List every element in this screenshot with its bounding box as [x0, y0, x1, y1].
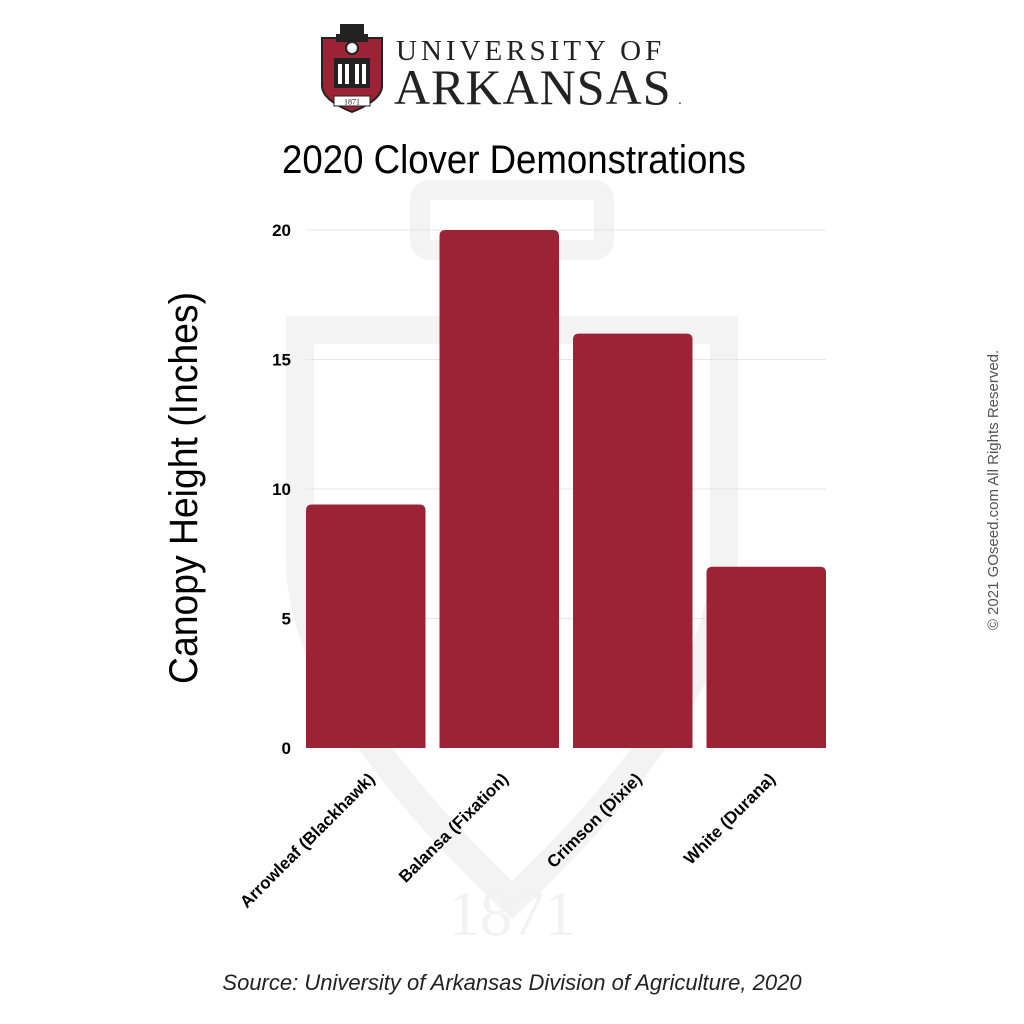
- bar: [306, 504, 426, 748]
- logo-line2-mark: .: [678, 91, 682, 107]
- x-tick-label: Crimson (Dixie): [543, 769, 645, 871]
- seal-year: 1871: [344, 98, 360, 107]
- chart-title: 2020 Clover Demonstrations: [282, 138, 746, 182]
- y-tick-label: 20: [272, 221, 291, 240]
- y-tick-label: 15: [272, 351, 291, 370]
- logo-line1: UNIVERSITY OF: [396, 35, 665, 67]
- bars: [306, 230, 826, 748]
- bar: [706, 566, 826, 748]
- y-axis-ticks: 0 5 10 15 20: [272, 221, 291, 758]
- bar: [573, 333, 693, 748]
- watermark-year: 1871: [448, 878, 576, 949]
- logo-line2: ARKANSAS: [394, 59, 672, 115]
- x-tick-label: White (Durana): [680, 769, 779, 868]
- y-axis-label: Canopy Height (Inches): [162, 292, 206, 684]
- y-tick-label: 10: [272, 480, 291, 499]
- x-tick-label: Arrowleaf (Blackhawk): [236, 769, 378, 911]
- bar: [439, 230, 559, 748]
- y-tick-label: 5: [282, 610, 291, 629]
- source-note: Source: University of Arkansas Division …: [222, 970, 802, 995]
- copyright-notice: © 2021 GOseed.com All Rights Reserved.: [985, 350, 1002, 630]
- university-seal-icon: 1871: [321, 24, 383, 114]
- y-tick-label: 0: [282, 739, 291, 758]
